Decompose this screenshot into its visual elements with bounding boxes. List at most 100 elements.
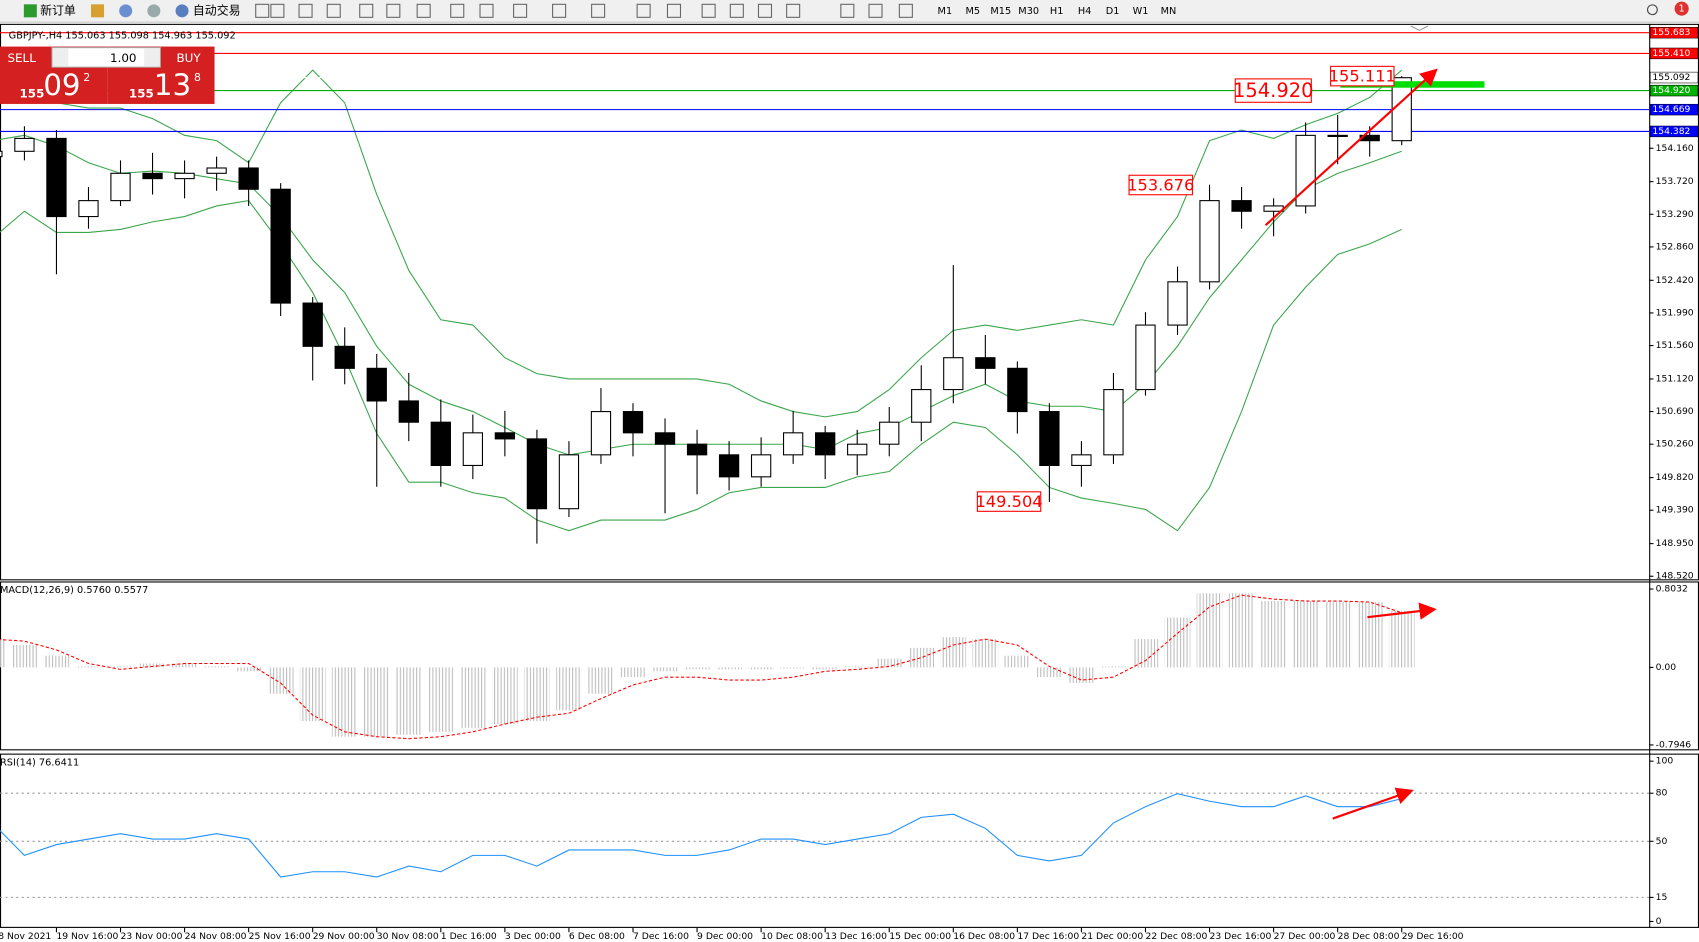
- y-tick-label: 151.560: [1656, 340, 1694, 351]
- toolbar-icon[interactable]: [450, 3, 465, 18]
- y-tick-label: -0.7946: [1656, 739, 1692, 750]
- price-tag-label: 155.410: [1652, 48, 1690, 59]
- lot-up[interactable]: [144, 48, 160, 67]
- y-tick-label: 15: [1656, 892, 1668, 903]
- candle-body: [1199, 200, 1220, 283]
- timeframe-button[interactable]: H1: [1050, 6, 1064, 17]
- timeframe-button[interactable]: H4: [1078, 6, 1092, 17]
- candle-body: [174, 172, 195, 180]
- y-tick-label: 150.260: [1656, 439, 1694, 450]
- sell-label[interactable]: SELL: [7, 51, 36, 65]
- icon: [175, 4, 189, 18]
- macd-bar: [524, 667, 550, 722]
- macd-bar: [652, 667, 678, 672]
- search-icon[interactable]: [1646, 4, 1658, 16]
- toolbar-icon[interactable]: [255, 3, 270, 18]
- toolbar-icon[interactable]: [757, 3, 773, 18]
- candle-body: [46, 137, 67, 218]
- price-tag: [1649, 103, 1699, 116]
- macd-bar: [1068, 667, 1095, 684]
- lot-value[interactable]: 1.00: [110, 51, 137, 65]
- lot-input[interactable]: [51, 47, 161, 68]
- lot-down[interactable]: [53, 48, 69, 67]
- toolbar-icon[interactable]: [840, 3, 855, 18]
- timeframe-button[interactable]: M1: [938, 6, 953, 17]
- timeframe-button[interactable]: M30: [1018, 6, 1039, 17]
- macd-bar: [11, 644, 38, 668]
- x-tick-label: 24 Nov 08:00: [185, 931, 247, 942]
- candle-body: [238, 167, 259, 190]
- candle-body: [302, 302, 323, 347]
- new-order-button[interactable]: 新订单: [23, 3, 76, 17]
- toolbar-icon[interactable]: [479, 3, 494, 18]
- price-tag-label: 155.092: [1652, 72, 1690, 83]
- toolbar-icon[interactable]: [416, 3, 431, 18]
- timeframe-button[interactable]: M5: [966, 6, 981, 17]
- toolbar-icon[interactable]: [786, 3, 801, 18]
- macd-bar: [716, 667, 742, 670]
- x-tick-label: 21 Dec 00:00: [1081, 931, 1143, 942]
- toolbar-icon[interactable]: [701, 3, 716, 18]
- rsi-title: RSI(14) 76.6411: [0, 757, 79, 768]
- y-tick-label: 80: [1656, 788, 1668, 799]
- chart-title: GBPJPY-,H4 155.063 155.098 154.963 155.0…: [9, 31, 236, 42]
- alert-badge[interactable]: [1674, 1, 1689, 16]
- toolbar-icon[interactable]: [552, 3, 567, 18]
- toolbar-icon[interactable]: [386, 3, 401, 18]
- x-tick-label: 28 Dec 08:00: [1338, 931, 1400, 942]
- icon[interactable]: [119, 4, 133, 18]
- toolbar-icon[interactable]: [729, 3, 744, 18]
- new-order-label[interactable]: 新订单: [40, 3, 76, 17]
- trade-panel: SELL BUY 1.00 155 09 2 155 13 8: [0, 46, 215, 104]
- macd-bar: [492, 667, 518, 724]
- x-tick-label: 13 Dec 16:00: [825, 931, 887, 942]
- toolbar-icon[interactable]: [359, 3, 374, 18]
- x-tick-label: 15 Dec 00:00: [889, 931, 951, 942]
- icon[interactable]: [147, 4, 161, 18]
- macd-bar: [139, 663, 166, 668]
- candle-body: [0, 150, 3, 158]
- x-tick-label: 7 Dec 16:00: [633, 931, 689, 942]
- macd-bar: [876, 658, 903, 668]
- price-annotation: 154.920: [1233, 79, 1314, 102]
- timeframe-buttons: M1 M5 M15 M30 H1 H4 D1 W1 MN: [938, 6, 1177, 17]
- toolbar-icon[interactable]: [298, 3, 313, 18]
- price-tag-label: 154.382: [1652, 126, 1690, 137]
- toolbar-icon[interactable]: [513, 3, 528, 18]
- macd-bar: [620, 667, 646, 678]
- timeframe-button[interactable]: M15: [990, 6, 1011, 17]
- series-line: [0, 200, 1402, 532]
- auto-trading-label[interactable]: 自动交易: [193, 3, 241, 17]
- toolbar-icon[interactable]: [898, 3, 913, 18]
- candle-body: [654, 432, 676, 445]
- icon[interactable]: [91, 4, 105, 18]
- toolbar-icon[interactable]: [270, 3, 285, 18]
- main-pane-frame: [0, 23, 1699, 581]
- macd-bar: [235, 667, 262, 672]
- toolbar-icon[interactable]: [666, 3, 682, 18]
- candle-body: [622, 411, 644, 434]
- toolbar-icon[interactable]: [591, 3, 606, 18]
- axes: 154.160 153.720 153.290 152.860 152.420 151.9…: [0, 27, 1699, 942]
- price-annotation-box: [1128, 174, 1193, 196]
- auto-trading-button[interactable]: 自动交易: [175, 3, 241, 18]
- candle-body: [14, 137, 35, 152]
- y-tick-label: 150.690: [1656, 406, 1694, 417]
- price-annotation: 149.504: [975, 492, 1042, 511]
- toolbar-icon[interactable]: [868, 3, 883, 18]
- timeframe-button[interactable]: D1: [1106, 6, 1120, 17]
- toolbar-icon[interactable]: [636, 3, 651, 18]
- macd-bar: [428, 667, 454, 732]
- x-tick-label: 17 Dec 16:00: [1017, 931, 1079, 942]
- alert-count[interactable]: 1: [1679, 4, 1685, 15]
- candle-body: [366, 367, 387, 402]
- candle-body: [270, 188, 291, 304]
- timeframe-button[interactable]: MN: [1161, 6, 1177, 17]
- price-annotation-box: [1330, 65, 1395, 87]
- toolbar-icon[interactable]: [326, 3, 341, 18]
- buy-label[interactable]: BUY: [176, 51, 201, 65]
- macd-bar: [363, 667, 390, 737]
- timeframe-button[interactable]: W1: [1133, 6, 1149, 17]
- y-tick-label: 50: [1656, 836, 1668, 847]
